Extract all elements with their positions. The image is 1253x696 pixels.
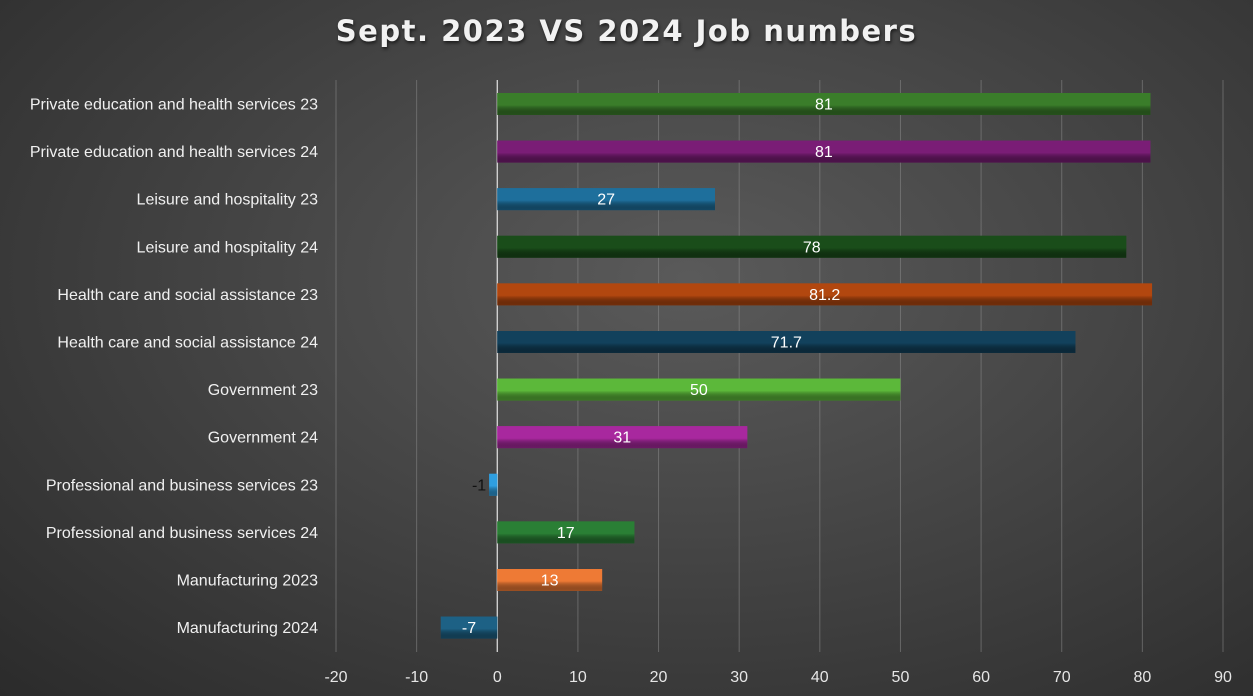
bar-shade — [497, 188, 715, 211]
data-label: 17 — [557, 525, 575, 542]
category-label: Professional and business services 23 — [46, 477, 318, 494]
label-layer: -20 -10 0 10 20 30 40 50 60 70 80 90 Private educati… — [30, 97, 1232, 687]
category-label: Professional and business services 24 — [46, 525, 318, 542]
x-tick-label: -20 — [324, 669, 347, 686]
bar-shade — [497, 93, 1151, 115]
x-tick-label: 60 — [972, 669, 990, 686]
bar-shade — [497, 426, 748, 449]
x-tick-label: 50 — [892, 669, 910, 686]
data-label: 13 — [541, 573, 559, 590]
category-label: Government 24 — [208, 430, 318, 447]
bar-shade — [497, 235, 1127, 258]
bar-shade — [497, 331, 1076, 353]
x-tick-label: -10 — [405, 669, 428, 686]
x-tick-label: 20 — [650, 669, 668, 686]
data-label: 81 — [815, 97, 833, 114]
x-tick-label: 80 — [1133, 669, 1151, 686]
data-label: 78 — [803, 239, 821, 256]
category-label: Manufacturing 2024 — [177, 620, 319, 637]
category-label: Leisure and hospitality 23 — [137, 192, 319, 209]
data-label: 50 — [690, 382, 708, 399]
x-tick-label: 30 — [730, 669, 748, 686]
category-label: Manufacturing 2023 — [177, 573, 319, 590]
bar-shade — [440, 616, 498, 639]
bar-layer — [440, 93, 1153, 639]
x-tick-label: 10 — [569, 669, 587, 686]
bar-shade — [497, 140, 1151, 163]
data-label: -7 — [462, 620, 476, 637]
category-label: Health care and social assistance 24 — [57, 335, 318, 352]
data-label: -1 — [472, 477, 486, 494]
data-label: 31 — [613, 430, 631, 447]
x-tick-label: 70 — [1053, 669, 1071, 686]
data-label: 81.2 — [809, 287, 840, 304]
data-label: 27 — [597, 192, 615, 209]
bar-shade — [497, 378, 901, 401]
category-label: Leisure and hospitality 24 — [137, 239, 319, 256]
category-label: Health care and social assistance 23 — [57, 287, 318, 304]
x-tick-label: 0 — [493, 669, 502, 686]
bar-shade — [497, 521, 635, 544]
data-label: 71.7 — [771, 335, 802, 352]
bar-shade — [497, 569, 603, 591]
grid-layer — [335, 80, 1224, 652]
bar-shade — [497, 283, 1153, 306]
x-tick-label: 40 — [811, 669, 829, 686]
category-label: Private education and health services 24 — [30, 144, 318, 161]
chart-title: Sept. 2023 VS 2024 Job numbers — [335, 14, 918, 48]
category-label: Government 23 — [208, 382, 318, 399]
data-label: 81 — [815, 144, 833, 161]
category-label: Private education and health services 23 — [30, 97, 318, 114]
x-tick-label: 90 — [1214, 669, 1232, 686]
bar-shade — [489, 473, 498, 496]
